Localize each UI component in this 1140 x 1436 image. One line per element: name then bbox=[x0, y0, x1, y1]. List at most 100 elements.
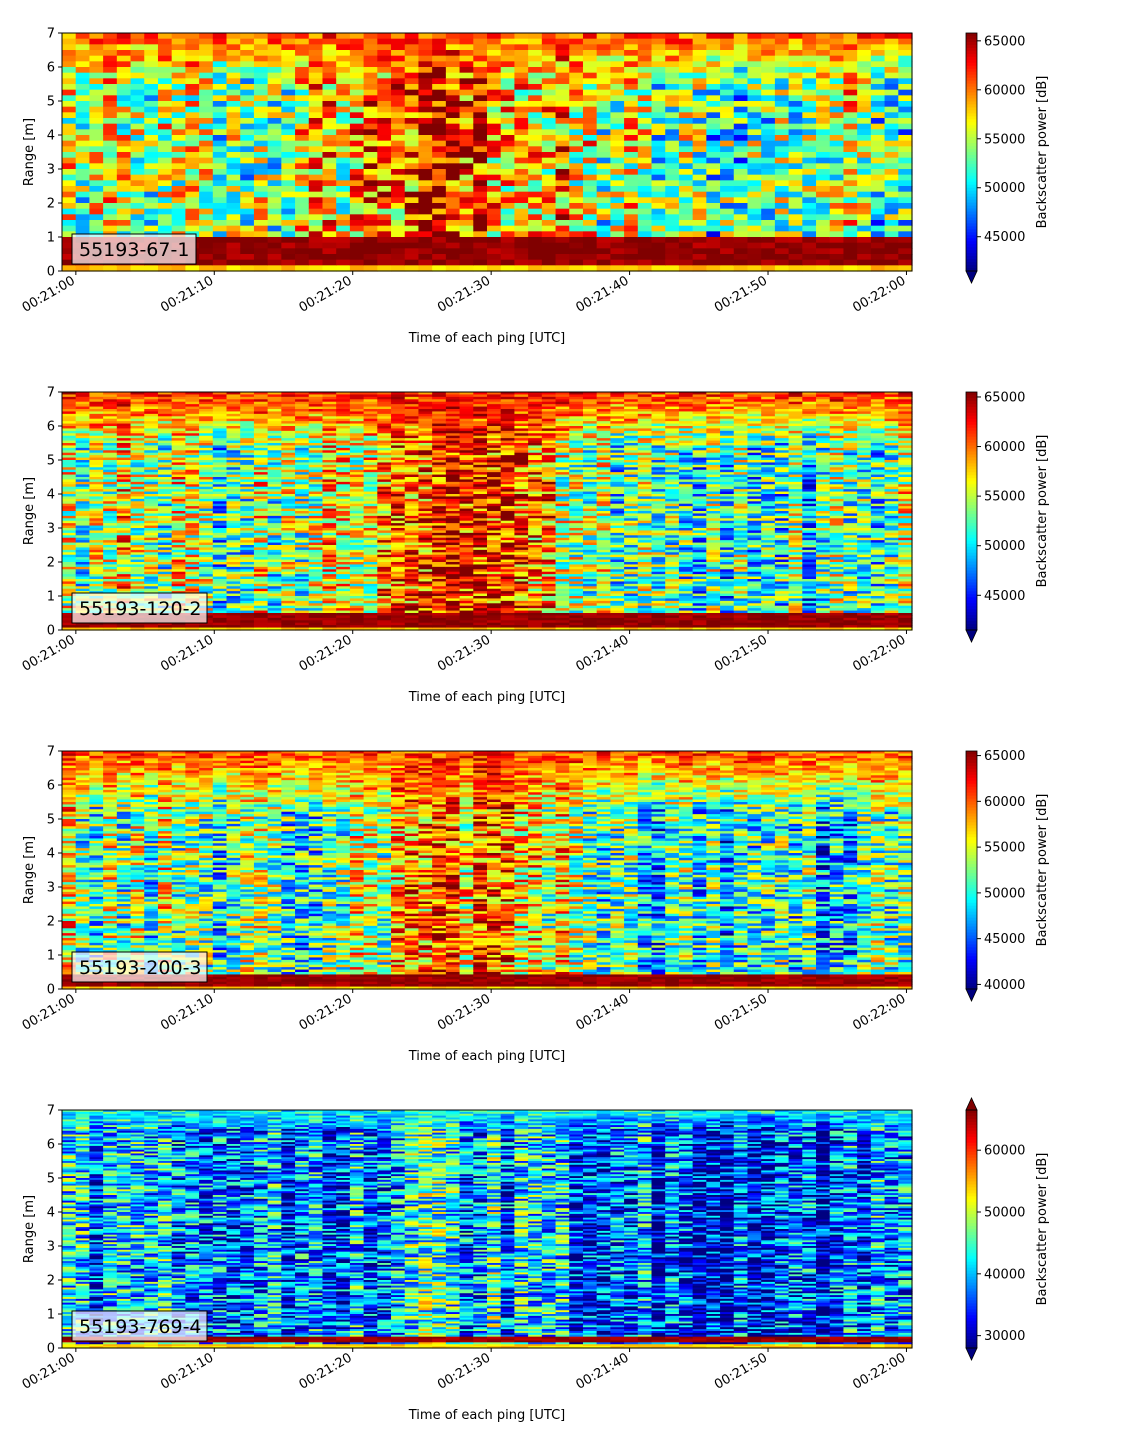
heatmap-cell bbox=[720, 39, 734, 45]
heatmap-cell bbox=[391, 124, 405, 130]
heatmap-cell bbox=[830, 33, 844, 39]
heatmap-cell bbox=[158, 39, 172, 45]
heatmap-cell bbox=[569, 44, 583, 50]
heatmap-cell bbox=[665, 101, 679, 107]
heatmap-cell bbox=[487, 61, 501, 67]
heatmap-cell bbox=[885, 158, 899, 164]
heatmap-cell bbox=[706, 101, 720, 107]
heatmap-cell bbox=[693, 101, 707, 107]
heatmap-cell bbox=[830, 73, 844, 79]
heatmap-cell bbox=[761, 175, 775, 181]
heatmap-cell bbox=[487, 248, 501, 254]
heatmap-cell bbox=[322, 73, 336, 79]
heatmap-cell bbox=[885, 254, 899, 260]
heatmap-cell bbox=[322, 107, 336, 113]
heatmap-cell bbox=[706, 186, 720, 192]
heatmap-cell bbox=[473, 254, 487, 260]
heatmap-cell bbox=[898, 231, 912, 237]
heatmap-cell bbox=[131, 226, 145, 232]
heatmap-cell bbox=[885, 56, 899, 62]
heatmap-cell bbox=[418, 237, 432, 243]
heatmap-cell bbox=[227, 50, 241, 56]
heatmap-cell bbox=[610, 73, 624, 79]
heatmap-cell bbox=[556, 112, 570, 118]
heatmap-cell bbox=[432, 146, 446, 152]
heatmap-cell bbox=[213, 169, 227, 175]
heatmap-cell bbox=[487, 169, 501, 175]
heatmap-cell bbox=[103, 214, 117, 220]
heatmap-cell bbox=[213, 231, 227, 237]
heatmap-cell bbox=[556, 44, 570, 50]
heatmap-cell bbox=[885, 248, 899, 254]
heatmap-cell bbox=[487, 197, 501, 203]
heatmap-cell bbox=[556, 231, 570, 237]
heatmap-cell bbox=[871, 158, 885, 164]
heatmap-cell bbox=[117, 101, 131, 107]
heatmap-cell bbox=[336, 33, 350, 39]
heatmap-cell bbox=[473, 209, 487, 215]
heatmap-cell bbox=[432, 169, 446, 175]
heatmap-cell bbox=[638, 135, 652, 141]
heatmap-cell bbox=[542, 95, 556, 101]
heatmap-cell bbox=[309, 129, 323, 135]
heatmap-cell bbox=[679, 197, 693, 203]
heatmap-cell bbox=[898, 118, 912, 124]
heatmap-cell bbox=[734, 67, 748, 73]
heatmap-cell bbox=[734, 209, 748, 215]
heatmap-cell bbox=[652, 107, 666, 113]
heatmap-cell bbox=[747, 152, 761, 158]
heatmap-cell bbox=[158, 141, 172, 147]
heatmap-cell bbox=[857, 141, 871, 147]
heatmap-cell bbox=[528, 146, 542, 152]
heatmap-cell bbox=[350, 141, 364, 147]
heatmap-cell bbox=[199, 192, 213, 198]
heatmap-cell bbox=[76, 112, 90, 118]
heatmap-cell bbox=[761, 39, 775, 45]
heatmap-cell bbox=[487, 95, 501, 101]
heatmap-cell bbox=[885, 95, 899, 101]
heatmap-cell bbox=[747, 78, 761, 84]
heatmap-cell bbox=[391, 73, 405, 79]
heatmap-cell bbox=[843, 90, 857, 96]
heatmap-cell bbox=[734, 56, 748, 62]
heatmap-cell bbox=[391, 180, 405, 186]
heatmap-cell bbox=[158, 78, 172, 84]
heatmap-cell bbox=[528, 112, 542, 118]
heatmap-cell bbox=[281, 112, 295, 118]
heatmap-cell bbox=[432, 203, 446, 209]
heatmap-cell bbox=[720, 214, 734, 220]
heatmap-cell bbox=[761, 33, 775, 39]
heatmap-cell bbox=[336, 90, 350, 96]
heatmap-cell bbox=[309, 101, 323, 107]
heatmap-cell bbox=[816, 67, 830, 73]
heatmap-cell bbox=[240, 39, 254, 45]
heatmap-cell bbox=[830, 50, 844, 56]
heatmap-cell bbox=[185, 146, 199, 152]
x-tick-label: 00:21:10 bbox=[158, 273, 216, 315]
heatmap-cell bbox=[693, 214, 707, 220]
heatmap-cell bbox=[309, 248, 323, 254]
heatmap-cell bbox=[158, 50, 172, 56]
heatmap-cell bbox=[542, 50, 556, 56]
heatmap-cell bbox=[405, 129, 419, 135]
heatmap-cell bbox=[569, 175, 583, 181]
heatmap-cell bbox=[487, 90, 501, 96]
heatmap-cell bbox=[377, 56, 391, 62]
heatmap-cell bbox=[501, 163, 515, 169]
heatmap-cell bbox=[583, 226, 597, 232]
heatmap-cell bbox=[322, 67, 336, 73]
heatmap-cell bbox=[528, 186, 542, 192]
heatmap-cell bbox=[665, 61, 679, 67]
heatmap-cell bbox=[446, 50, 460, 56]
heatmap-cell bbox=[268, 101, 282, 107]
heatmap-cell bbox=[871, 209, 885, 215]
heatmap-cell bbox=[213, 90, 227, 96]
heatmap-cell bbox=[213, 180, 227, 186]
heatmap-cell bbox=[624, 186, 638, 192]
heatmap-cell bbox=[103, 56, 117, 62]
heatmap-cell bbox=[446, 107, 460, 113]
heatmap-cell bbox=[227, 243, 241, 249]
heatmap-cell bbox=[569, 90, 583, 96]
heatmap-cell bbox=[131, 175, 145, 181]
